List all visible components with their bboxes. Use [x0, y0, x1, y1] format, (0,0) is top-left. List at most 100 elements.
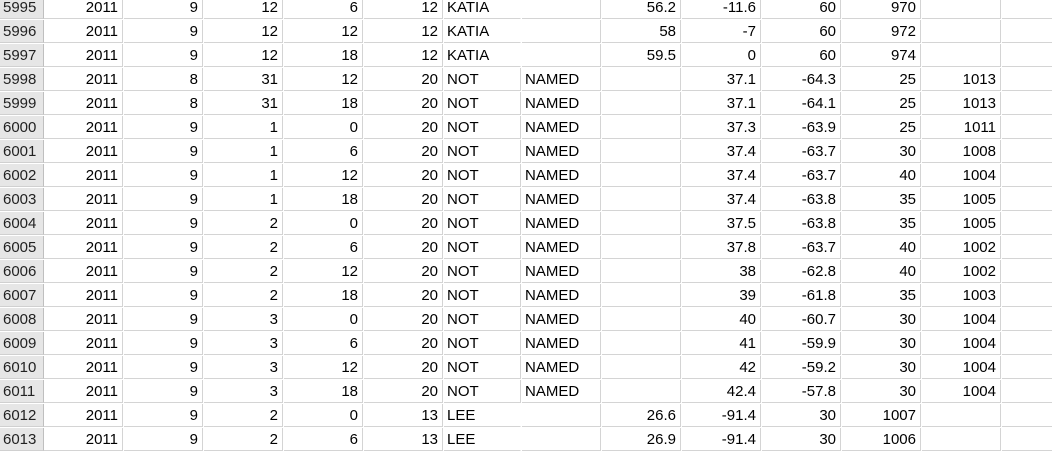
table-cell[interactable]: 12	[284, 164, 363, 187]
table-cell[interactable]: 8	[124, 92, 203, 115]
table-cell[interactable]: 9	[124, 164, 203, 187]
table-cell[interactable]: NAMED	[522, 332, 601, 355]
table-cell[interactable]: 2	[204, 212, 283, 235]
table-cell[interactable]: 26.6	[602, 404, 681, 427]
table-cell[interactable]	[602, 356, 681, 379]
table-cell[interactable]	[602, 284, 681, 307]
table-cell[interactable]: 18	[284, 92, 363, 115]
table-cell[interactable]: 9	[124, 188, 203, 211]
table-cell[interactable]: 2011	[44, 20, 123, 43]
row-header[interactable]: 5997	[0, 44, 44, 67]
table-cell[interactable]: 2011	[44, 332, 123, 355]
table-cell[interactable]: 0	[284, 212, 363, 235]
table-cell[interactable]: 2011	[44, 44, 123, 67]
table-cell[interactable]	[602, 260, 681, 283]
table-cell[interactable]: -62.8	[762, 260, 841, 283]
table-cell[interactable]	[522, 0, 601, 19]
table-cell[interactable]: 60	[762, 20, 841, 43]
table-cell[interactable]: 20	[364, 284, 443, 307]
table-cell[interactable]: 42.4	[682, 380, 761, 403]
table-cell[interactable]	[922, 404, 1001, 427]
table-cell[interactable]: -61.8	[762, 284, 841, 307]
table-cell[interactable]: NAMED	[522, 308, 601, 331]
table-cell[interactable]	[1002, 332, 1052, 355]
table-cell[interactable]: NOT	[444, 236, 521, 259]
table-cell[interactable]: 20	[364, 332, 443, 355]
table-cell[interactable]: 1002	[922, 260, 1001, 283]
table-cell[interactable]: 12	[364, 0, 443, 19]
table-cell[interactable]: 2011	[44, 380, 123, 403]
table-cell[interactable]: 972	[842, 20, 921, 43]
table-cell[interactable]: 1007	[842, 404, 921, 427]
table-cell[interactable]: -59.9	[762, 332, 841, 355]
row-header[interactable]: 6009	[0, 332, 44, 355]
table-cell[interactable]: 20	[364, 140, 443, 163]
table-cell[interactable]: 2011	[44, 164, 123, 187]
table-cell[interactable]: -60.7	[762, 308, 841, 331]
table-cell[interactable]: 31	[204, 92, 283, 115]
table-cell[interactable]: 9	[124, 44, 203, 67]
table-cell[interactable]	[1002, 164, 1052, 187]
table-cell[interactable]: NOT	[444, 188, 521, 211]
table-cell[interactable]	[1002, 236, 1052, 259]
table-cell[interactable]	[922, 0, 1001, 19]
table-cell[interactable]	[922, 20, 1001, 43]
table-cell[interactable]: 1004	[922, 380, 1001, 403]
table-cell[interactable]: 1004	[922, 332, 1001, 355]
table-cell[interactable]: NOT	[444, 380, 521, 403]
table-cell[interactable]: 35	[842, 212, 921, 235]
table-cell[interactable]: 30	[762, 404, 841, 427]
table-cell[interactable]: 2011	[44, 116, 123, 139]
row-header[interactable]: 6005	[0, 236, 44, 259]
table-cell[interactable]: NAMED	[522, 188, 601, 211]
table-cell[interactable]: 20	[364, 236, 443, 259]
table-cell[interactable]: 30	[842, 380, 921, 403]
row-header[interactable]: 6012	[0, 404, 44, 427]
table-cell[interactable]: 3	[204, 308, 283, 331]
table-cell[interactable]: -63.7	[762, 236, 841, 259]
table-cell[interactable]: 1008	[922, 140, 1001, 163]
table-cell[interactable]: 37.8	[682, 236, 761, 259]
table-cell[interactable]: 0	[284, 404, 363, 427]
table-cell[interactable]: 1004	[922, 356, 1001, 379]
table-cell[interactable]: 2011	[44, 212, 123, 235]
table-cell[interactable]: -63.9	[762, 116, 841, 139]
table-cell[interactable]: 6	[284, 236, 363, 259]
table-cell[interactable]: 9	[124, 20, 203, 43]
table-cell[interactable]: 35	[842, 188, 921, 211]
table-cell[interactable]: 1013	[922, 92, 1001, 115]
table-cell[interactable]: 20	[364, 380, 443, 403]
table-cell[interactable]: 20	[364, 212, 443, 235]
table-cell[interactable]	[922, 428, 1001, 451]
table-cell[interactable]: 1011	[922, 116, 1001, 139]
table-cell[interactable]: KATIA	[444, 44, 521, 67]
table-cell[interactable]: 9	[124, 284, 203, 307]
table-cell[interactable]: 2	[204, 236, 283, 259]
table-cell[interactable]: 2011	[44, 68, 123, 91]
table-cell[interactable]: NAMED	[522, 212, 601, 235]
table-cell[interactable]: 40	[842, 164, 921, 187]
table-cell[interactable]: 12	[284, 20, 363, 43]
table-cell[interactable]: NAMED	[522, 68, 601, 91]
table-cell[interactable]	[522, 20, 601, 43]
table-cell[interactable]	[602, 164, 681, 187]
table-cell[interactable]: NAMED	[522, 116, 601, 139]
table-cell[interactable]: 8	[124, 68, 203, 91]
table-cell[interactable]: NOT	[444, 260, 521, 283]
table-cell[interactable]: NOT	[444, 164, 521, 187]
row-header[interactable]: 6008	[0, 308, 44, 331]
table-cell[interactable]: NAMED	[522, 284, 601, 307]
table-cell[interactable]: 9	[124, 0, 203, 19]
table-cell[interactable]: 12	[284, 356, 363, 379]
table-cell[interactable]: 18	[284, 284, 363, 307]
table-cell[interactable]	[1002, 0, 1052, 19]
table-cell[interactable]: 2011	[44, 308, 123, 331]
table-cell[interactable]	[602, 308, 681, 331]
table-cell[interactable]: NAMED	[522, 380, 601, 403]
table-cell[interactable]: 9	[124, 212, 203, 235]
table-cell[interactable]: 2011	[44, 404, 123, 427]
table-cell[interactable]: 40	[842, 260, 921, 283]
table-cell[interactable]: 20	[364, 356, 443, 379]
table-cell[interactable]	[1002, 188, 1052, 211]
table-cell[interactable]: 1006	[842, 428, 921, 451]
